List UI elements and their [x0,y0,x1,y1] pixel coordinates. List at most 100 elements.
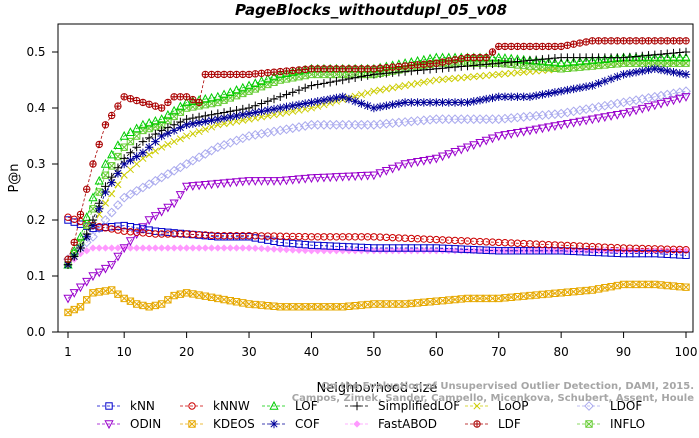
point-ldf-cross [464,54,471,61]
point-simplifiedlof [244,103,254,113]
point-odin [300,174,310,184]
point-odin [275,177,285,186]
point-lof [593,54,604,64]
point-odin [200,181,210,190]
point-lof [675,52,685,62]
point-lof [606,53,616,63]
point-kdeos [363,300,372,309]
point-odin [581,116,591,126]
point-ldf-cross [620,37,627,44]
point-cof [638,66,647,76]
point-ldf-cross [470,54,477,61]
point-odin [562,119,573,129]
point-odin [394,162,404,172]
point-fastabod [245,244,253,252]
point-fastabod [207,244,216,252]
point-cof [482,94,491,104]
point-odin [475,139,485,148]
point-ldof [144,179,155,190]
point-odin [288,175,298,185]
point-cof [207,116,216,125]
point-lof [144,117,154,127]
legend-item-fastabod: FastABOD [345,417,437,431]
point-lof [225,87,235,97]
point-kdeos [638,280,647,289]
point-cof [457,98,466,107]
point-fastabod [345,247,353,255]
point-lof [100,158,111,168]
point-odin [525,126,535,136]
point-simplifiedlof [619,53,628,62]
point-cof [157,131,166,141]
point-ldf-cross [420,61,428,68]
point-kdeos [107,286,116,294]
point-ldf-cross [71,239,78,246]
legend-marker-knn [105,402,113,410]
point-fastabod [570,247,578,255]
point-odin [313,174,323,183]
point-fastabod [220,244,228,252]
point-fastabod [332,247,341,255]
point-odin [406,159,416,168]
point-ldf-cross [114,102,122,110]
credit-line-1: On the Evaluation of Unsupervised Outlie… [321,381,694,392]
point-odin [82,277,92,287]
point-cof [95,204,104,213]
point-lof [575,56,585,66]
point-loop [239,116,247,124]
point-fastabod [257,244,266,253]
point-ldf-cross [376,65,384,72]
point-odin [506,130,516,139]
point-simplifiedlof [263,97,272,106]
point-loop [357,91,365,99]
point-ldf-cross [320,65,328,72]
point-cof [413,98,422,107]
y-tick-label: 0.5 [26,45,45,59]
point-odin [63,294,73,304]
point-lof [631,52,641,62]
point-loop [289,107,297,115]
point-ldf-cross [664,37,671,44]
point-simplifiedlof [182,115,191,124]
point-ldof [113,200,123,210]
point-simplifiedlof [163,123,173,132]
point-cof [563,85,572,95]
point-fastabod [438,247,447,255]
point-ldf-cross [358,65,365,72]
point-kdeos [345,302,353,310]
point-simplifiedlof [332,76,341,86]
point-odin [425,155,435,165]
point-ldf-cross [83,186,90,193]
series-line-loop [67,62,686,266]
point-simplifiedlof [238,104,247,114]
point-cof [400,98,410,107]
point-cof [575,83,585,93]
point-loop [370,87,378,95]
point-fastabod [164,244,172,252]
point-fastabod [295,246,303,254]
point-cof [488,93,497,103]
point-lof [238,82,248,92]
point-lof [250,78,260,88]
point-inflo [132,132,141,140]
point-cof [113,169,123,178]
point-simplifiedlof [88,215,98,225]
point-kdeos [407,299,416,308]
point-loop [170,138,178,146]
point-simplifiedlof [363,71,372,80]
point-simplifiedlof [313,80,322,89]
point-cof [444,98,453,107]
point-ldf-cross [632,37,640,44]
point-ldf-cross [270,68,278,76]
chart-title: PageBlocks_withoutdupl_05_v08 [235,1,507,19]
point-ldf-cross [339,65,346,72]
series-line-odin [67,96,687,299]
point-loop [158,143,166,151]
point-odin [531,125,541,135]
point-kdeos [195,291,203,299]
point-ldf-cross [195,99,203,106]
legend-marker-cof [269,419,279,429]
point-ldf-cross [551,43,559,50]
point-ldf-cross [601,37,609,44]
legend-marker-lof [269,400,279,410]
